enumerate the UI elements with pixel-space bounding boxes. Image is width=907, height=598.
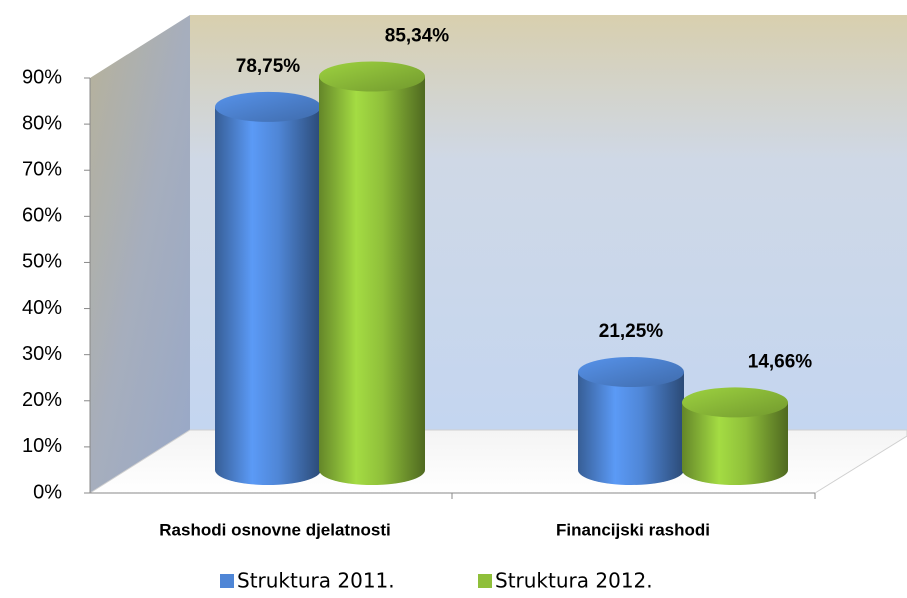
- legend-swatch: [478, 574, 492, 588]
- y-tick-label: 70%: [22, 159, 62, 181]
- bar: [319, 76, 425, 485]
- bar-top: [682, 387, 788, 418]
- y-tick-label: 80%: [22, 112, 62, 134]
- y-tick-label: 60%: [22, 205, 62, 227]
- data-label: 21,25%: [599, 321, 664, 342]
- data-label: 78,75%: [236, 56, 301, 77]
- y-tick-label: 50%: [22, 251, 62, 273]
- y-tick-label: 90%: [22, 66, 62, 88]
- bar: [578, 372, 684, 485]
- bar: [682, 402, 788, 485]
- y-tick-label: 0%: [33, 481, 62, 503]
- x-tick-label: Rashodi osnovne djelatnosti: [159, 520, 390, 539]
- bar: [215, 106, 321, 485]
- bar-top: [578, 357, 684, 388]
- y-tick-label: 10%: [22, 435, 62, 457]
- legend-swatch: [220, 574, 234, 588]
- legend-label: Struktura 2011.: [237, 569, 395, 593]
- y-tick-label: 40%: [22, 297, 62, 319]
- bar-top: [215, 91, 321, 122]
- y-tick-label: 20%: [22, 389, 62, 411]
- data-label: 85,34%: [385, 26, 450, 47]
- y-tick-label: 30%: [22, 343, 62, 365]
- data-label: 14,66%: [748, 351, 813, 372]
- left-wall: [90, 15, 190, 493]
- x-tick-label: Financijski rashodi: [556, 520, 710, 539]
- legend-label: Struktura 2012.: [495, 569, 653, 593]
- bar-top: [319, 61, 425, 92]
